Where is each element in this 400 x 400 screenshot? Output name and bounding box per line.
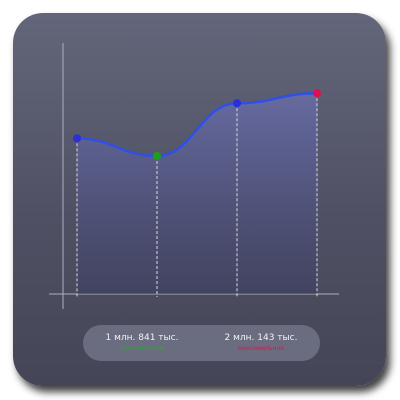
min-caption: минимальное (120, 345, 164, 352)
area-fill (77, 93, 317, 294)
data-point[interactable] (153, 151, 161, 160)
min-stat: 1 млн. 841 тыс. минимальное (83, 325, 201, 361)
series-line (76, 91, 318, 158)
max-caption: максимальное (238, 345, 284, 352)
summary-panel: 1 млн. 841 тыс. минимальное 2 млн. 143 т… (83, 325, 320, 361)
data-point[interactable] (73, 134, 81, 143)
data-point[interactable] (313, 89, 321, 98)
min-value: 1 млн. 841 тыс. (105, 333, 179, 343)
max-value: 2 млн. 143 тыс. (224, 333, 298, 343)
data-point[interactable] (233, 99, 241, 108)
area-chart (49, 43, 339, 309)
chart-card: 1 млн. 841 тыс. минимальное 2 млн. 143 т… (13, 13, 386, 386)
max-stat: 2 млн. 143 тыс. максимальное (202, 325, 320, 361)
